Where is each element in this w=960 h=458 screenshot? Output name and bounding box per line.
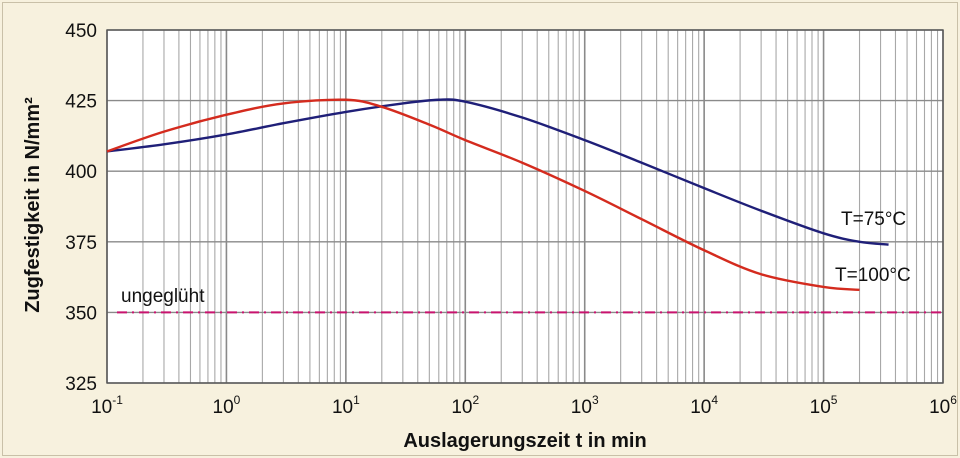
plot-border [106, 29, 944, 384]
y-tick-label: 425 [65, 92, 97, 113]
x-axis-title: Auslagerungszeit t in min [403, 430, 646, 452]
plot-area [107, 30, 943, 383]
y-tick-label: 375 [65, 233, 97, 254]
x-tick-label: 104 [690, 393, 718, 418]
y-tick-labels: 325 350 375 400 425 450 [65, 21, 97, 395]
line-chart: 10-1 100 101 102 103 104 105 106 325 350 375 400 42… [22, 21, 957, 452]
x-tick-labels: 10-1 100 101 102 103 104 105 106 [91, 393, 957, 418]
y-tick-label: 400 [65, 162, 97, 183]
x-tick-label: 101 [332, 393, 360, 418]
series-label-t100: T=100°C [835, 265, 911, 286]
series-line-1 [106, 98, 860, 292]
x-tick-label: 102 [451, 393, 479, 418]
x-tick-label: 100 [213, 393, 241, 418]
y-tick-label: 450 [65, 21, 97, 42]
grid [106, 29, 944, 384]
series-label-t75: T=75°C [841, 209, 906, 230]
x-tick-label: 10-1 [91, 393, 123, 418]
x-tick-label: 106 [929, 393, 957, 418]
series-group [106, 98, 889, 292]
x-tick-label: 105 [810, 393, 838, 418]
y-axis-title: Zugfestigkeit in N/mm² [22, 97, 44, 313]
series-line-0 [106, 98, 889, 246]
reference-line-label: ungeglüht [121, 286, 205, 307]
y-tick-label: 325 [65, 374, 97, 395]
x-tick-label: 103 [571, 393, 599, 418]
y-tick-label: 350 [65, 303, 97, 324]
